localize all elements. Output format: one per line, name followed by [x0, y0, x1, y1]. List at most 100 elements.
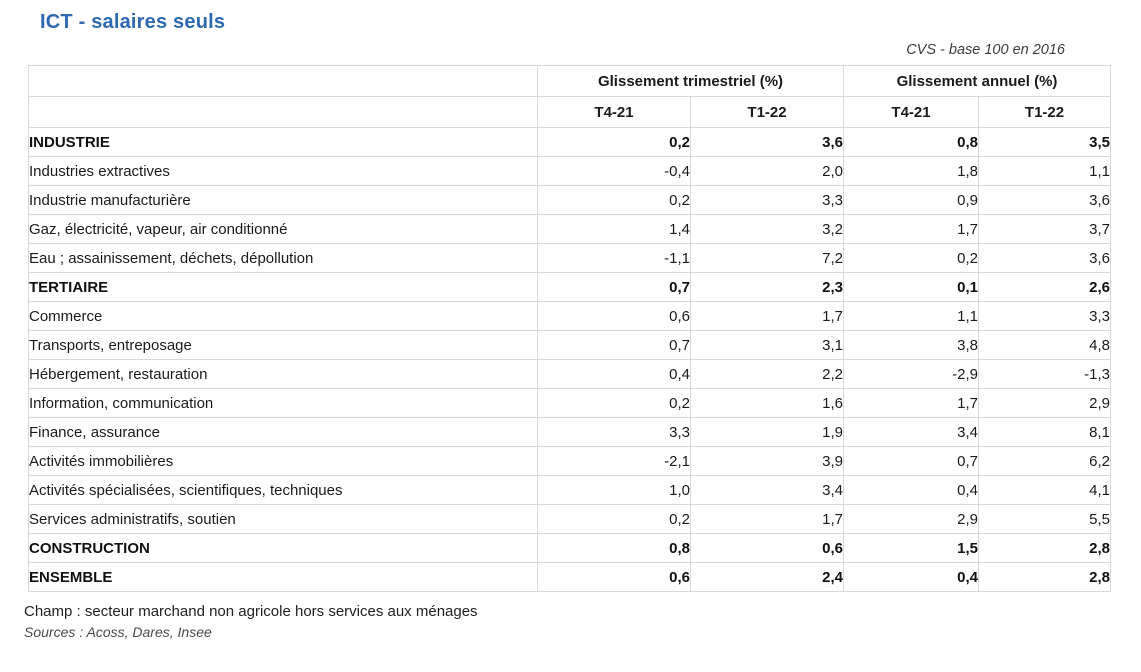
- row-value: 0,2: [537, 388, 691, 418]
- table-body: INDUSTRIE 0,2 3,6 0,8 3,5 Industries extracti…: [28, 127, 1111, 592]
- table-row: Transports, entreposage 0,7 3,1 3,8 4,8: [28, 330, 1111, 360]
- row-label: Services administratifs, soutien: [28, 504, 538, 534]
- row-value: 7,2: [690, 243, 844, 273]
- page-title: ICT - salaires seuls: [40, 11, 226, 33]
- row-value: 1,0: [537, 475, 691, 505]
- row-value: 0,4: [537, 359, 691, 389]
- row-value: -1,1: [537, 243, 691, 273]
- row-value: -0,4: [537, 156, 691, 186]
- table-row: Hébergement, restauration 0,4 2,2 -2,9 -1,3: [28, 359, 1111, 389]
- cvs-base-note: CVS - base 100 en 2016: [906, 42, 1065, 58]
- row-value: 0,2: [537, 185, 691, 215]
- row-value: 3,4: [690, 475, 844, 505]
- row-value: 4,1: [978, 475, 1111, 505]
- row-label: Industries extractives: [28, 156, 538, 186]
- row-value: 3,8: [843, 330, 979, 360]
- row-value: 1,5: [843, 533, 979, 563]
- row-label: INDUSTRIE: [28, 127, 538, 157]
- row-value: 1,9: [690, 417, 844, 447]
- row-value: 0,8: [537, 533, 691, 563]
- row-value: 2,0: [690, 156, 844, 186]
- row-value: 3,6: [978, 243, 1111, 273]
- row-value: 3,4: [843, 417, 979, 447]
- row-value: 3,3: [537, 417, 691, 447]
- row-value: 2,9: [978, 388, 1111, 418]
- row-value: 1,1: [843, 301, 979, 331]
- table-row: Information, communication 0,2 1,6 1,7 2,9: [28, 388, 1111, 418]
- row-label: TERTIAIRE: [28, 272, 538, 302]
- row-value: 0,8: [843, 127, 979, 157]
- row-value: 3,6: [978, 185, 1111, 215]
- table-row: CONSTRUCTION 0,8 0,6 1,5 2,8: [28, 533, 1111, 563]
- row-value: 4,8: [978, 330, 1111, 360]
- row-value: 0,6: [537, 301, 691, 331]
- row-value: 0,7: [537, 330, 691, 360]
- row-value: 1,1: [978, 156, 1111, 186]
- row-value: 0,9: [843, 185, 979, 215]
- row-value: 5,5: [978, 504, 1111, 534]
- col-header-t4-21-trim: T4-21: [537, 96, 691, 128]
- row-value: 2,4: [690, 562, 844, 592]
- row-value: 1,8: [843, 156, 979, 186]
- row-value: 1,7: [843, 214, 979, 244]
- row-value: 3,2: [690, 214, 844, 244]
- row-label: Activités spécialisées, scientifiques, t…: [28, 475, 538, 505]
- table-row: Activités immobilières -2,1 3,9 0,7 6,2: [28, 446, 1111, 476]
- table-row: Commerce 0,6 1,7 1,1 3,3: [28, 301, 1111, 331]
- col-header-t4-21-annuel: T4-21: [843, 96, 979, 128]
- row-value: 6,2: [978, 446, 1111, 476]
- row-label: Gaz, électricité, vapeur, air conditionn…: [28, 214, 538, 244]
- row-value: 0,7: [537, 272, 691, 302]
- empty-corner-cell: [28, 96, 538, 128]
- row-value: 0,1: [843, 272, 979, 302]
- row-value: 0,6: [690, 533, 844, 563]
- row-value: 3,3: [690, 185, 844, 215]
- row-value: 1,4: [537, 214, 691, 244]
- row-value: -2,1: [537, 446, 691, 476]
- row-value: 1,7: [690, 504, 844, 534]
- row-value: 2,3: [690, 272, 844, 302]
- table-row: Eau ; assainissement, déchets, dépolluti…: [28, 243, 1111, 273]
- row-label: Eau ; assainissement, déchets, dépolluti…: [28, 243, 538, 273]
- col-header-t1-22-annuel: T1-22: [978, 96, 1111, 128]
- row-value: 2,6: [978, 272, 1111, 302]
- row-value: 2,8: [978, 562, 1111, 592]
- row-value: 3,1: [690, 330, 844, 360]
- row-value: 3,7: [978, 214, 1111, 244]
- table-row: TERTIAIRE 0,7 2,3 0,1 2,6: [28, 272, 1111, 302]
- table-row: Activités spécialisées, scientifiques, t…: [28, 475, 1111, 505]
- row-value: 0,4: [843, 475, 979, 505]
- table-row: Gaz, électricité, vapeur, air conditionn…: [28, 214, 1111, 244]
- column-header-row: T4-21 T1-22 T4-21 T1-22: [28, 96, 1111, 128]
- row-label: Information, communication: [28, 388, 538, 418]
- table-row: Finance, assurance 3,3 1,9 3,4 8,1: [28, 417, 1111, 447]
- row-value: 0,6: [537, 562, 691, 592]
- row-label: Industrie manufacturière: [28, 185, 538, 215]
- row-value: 1,7: [690, 301, 844, 331]
- col-header-t1-22-trim: T1-22: [690, 96, 844, 128]
- group-header-trimestriel: Glissement trimestriel (%): [537, 65, 844, 97]
- table-row: INDUSTRIE 0,2 3,6 0,8 3,5: [28, 127, 1111, 157]
- row-value: 2,2: [690, 359, 844, 389]
- footer-sources: Sources : Acoss, Dares, Insee: [24, 624, 212, 640]
- table-row: Industrie manufacturière 0,2 3,3 0,9 3,6: [28, 185, 1111, 215]
- row-label: Activités immobilières: [28, 446, 538, 476]
- footer-champ: Champ : secteur marchand non agricole ho…: [24, 603, 478, 620]
- table-row: ENSEMBLE 0,6 2,4 0,4 2,8: [28, 562, 1111, 592]
- row-value: 0,7: [843, 446, 979, 476]
- row-value: 0,2: [537, 127, 691, 157]
- wage-index-table: Glissement trimestriel (%) Glissement an…: [28, 65, 1111, 592]
- row-value: 1,6: [690, 388, 844, 418]
- row-value: 0,4: [843, 562, 979, 592]
- row-value: 3,6: [690, 127, 844, 157]
- row-value: 3,5: [978, 127, 1111, 157]
- table-row: Industries extractives -0,4 2,0 1,8 1,1: [28, 156, 1111, 186]
- group-header-annuel: Glissement annuel (%): [843, 65, 1111, 97]
- row-value: 3,3: [978, 301, 1111, 331]
- row-value: -1,3: [978, 359, 1111, 389]
- row-label: Transports, entreposage: [28, 330, 538, 360]
- row-label: Hébergement, restauration: [28, 359, 538, 389]
- row-value: -2,9: [843, 359, 979, 389]
- row-value: 0,2: [537, 504, 691, 534]
